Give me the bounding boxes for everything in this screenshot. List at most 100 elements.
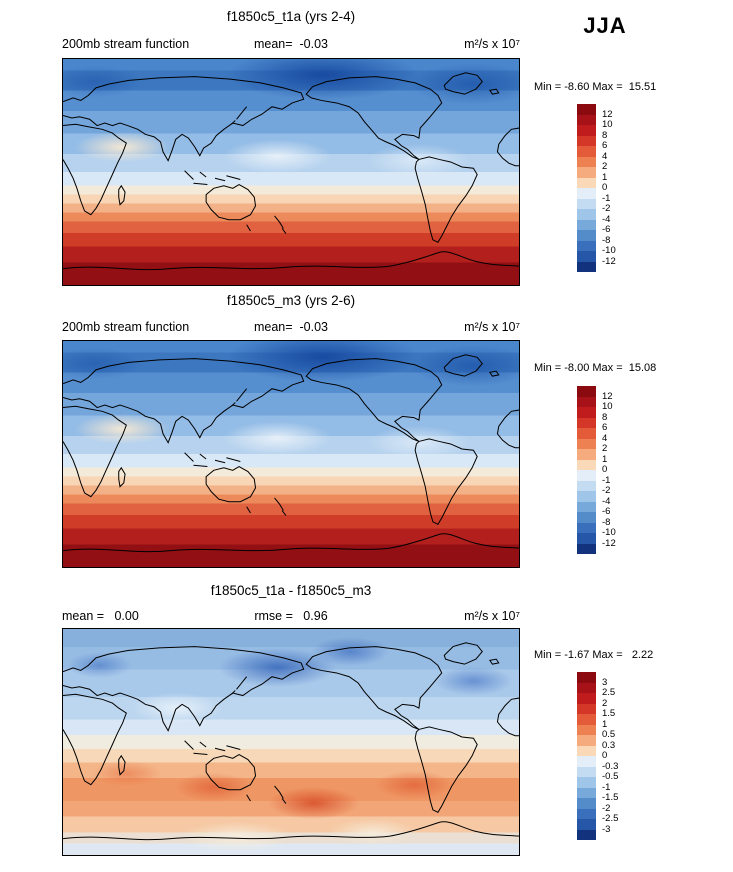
colorbar-segment bbox=[577, 480, 596, 491]
colorbar-tick-label: -0.3 bbox=[602, 760, 619, 772]
colorbar-tick-label: 0 bbox=[602, 182, 608, 193]
colorbar-segment bbox=[577, 714, 596, 725]
colorbar-segment bbox=[577, 219, 596, 230]
stream-function-field-2 bbox=[63, 341, 519, 567]
colorbar-segment bbox=[577, 470, 596, 481]
panel-3-min-max-stats: Min = -1.67 Max = 2.22 bbox=[534, 649, 654, 661]
colorbar-tick-label: 2.5 bbox=[602, 687, 616, 698]
colorbar-segment bbox=[577, 745, 596, 756]
colorbar-panel-1: 12 10 8 6 4 2 1 0 -1 -2 -4 -6 -8 -10 -12 bbox=[577, 104, 616, 272]
colorbar-tick-label: 10 bbox=[602, 119, 613, 130]
difference-field bbox=[63, 629, 519, 855]
colorbar-tick-label: 2 bbox=[602, 697, 608, 709]
colorbar-segment bbox=[577, 209, 596, 220]
colorbar-segment bbox=[577, 491, 596, 502]
coastline-overlay-1 bbox=[63, 59, 519, 285]
colorbar-tick-label: -2 bbox=[602, 802, 611, 814]
panel-2-min-max-stats: Min = -8.00 Max = 15.08 bbox=[534, 362, 657, 374]
colorbar-tick-label: -2 bbox=[602, 203, 611, 214]
colorbar-panel-3: 3 2.5 2 1.5 1 0.5 0.3 0 -0.3 -0.5 -1 -1.5 -2 -2.5 -3 bbox=[577, 672, 618, 840]
colorbar-segment bbox=[577, 438, 596, 449]
colorbar-segment bbox=[577, 230, 596, 241]
colorbar-segment bbox=[577, 682, 596, 693]
colorbar-segment bbox=[577, 417, 596, 428]
colorbar-tick-label: 6 bbox=[602, 422, 608, 433]
colorbar-segment bbox=[577, 146, 596, 157]
panel-2-units-label: m²/s x 10⁷ bbox=[464, 320, 520, 334]
colorbar-segment bbox=[577, 251, 596, 262]
colorbar-tick-label: 12 bbox=[602, 390, 613, 402]
colorbar-segment bbox=[577, 188, 596, 199]
map-panel-2 bbox=[62, 340, 520, 568]
colorbar-segment bbox=[577, 198, 596, 209]
panel-1-title: f1850c5_t1a (yrs 2-4) bbox=[226, 9, 356, 24]
colorbar-tick-label: -8 bbox=[602, 516, 611, 528]
colorbar-segment bbox=[577, 533, 596, 544]
panel-1-variable-label: 200mb stream function bbox=[62, 37, 190, 51]
colorbar-segment bbox=[577, 407, 596, 418]
colorbar-segment bbox=[577, 396, 596, 407]
colorbar-tick-label: 2 bbox=[602, 443, 608, 454]
colorbar-tick-label: -2 bbox=[602, 485, 611, 496]
colorbar-segment bbox=[577, 724, 596, 735]
coastline-overlay-2 bbox=[63, 341, 519, 567]
colorbar-segment bbox=[577, 756, 596, 767]
panel-3-rmse-value: rmse = 0.96 bbox=[254, 609, 328, 623]
colorbar-tick-label: 1 bbox=[602, 718, 608, 730]
colorbar-segment bbox=[577, 693, 596, 704]
colorbar-segment bbox=[577, 766, 596, 777]
colorbar-tick-label: -1.5 bbox=[602, 792, 619, 803]
colorbar-tick-label: -2.5 bbox=[602, 813, 619, 824]
colorbar-segment bbox=[577, 104, 596, 115]
colorbar-panel-2: 12 10 8 6 4 2 1 0 -1 -2 -4 -6 -8 -10 -12 bbox=[577, 386, 616, 554]
colorbar-tick-label: -1 bbox=[602, 781, 611, 793]
colorbar-tick-label: 2 bbox=[602, 161, 608, 172]
panel-3-title: f1850c5_t1a - f1850c5_m3 bbox=[210, 583, 372, 598]
colorbar-segment bbox=[577, 386, 596, 397]
colorbar-segment bbox=[577, 125, 596, 136]
colorbar-tick-label: 4 bbox=[602, 150, 608, 162]
colorbar-tick-label: 10 bbox=[602, 401, 613, 412]
colorbar-tick-label: -12 bbox=[602, 255, 616, 267]
colorbar-tick-label: 1.5 bbox=[602, 708, 616, 719]
colorbar-tick-label: 6 bbox=[602, 140, 608, 151]
panel-3-units-label: m²/s x 10⁷ bbox=[464, 609, 520, 623]
colorbar-segment bbox=[577, 261, 596, 272]
colorbar-segment bbox=[577, 798, 596, 809]
stream-function-field-1 bbox=[63, 59, 519, 285]
colorbar-segment bbox=[577, 808, 596, 819]
colorbar-tick-label: -6 bbox=[602, 224, 611, 235]
colorbar-segment bbox=[577, 167, 596, 178]
coastline-overlay-3 bbox=[63, 629, 519, 855]
colorbar-segment bbox=[577, 735, 596, 746]
colorbar-tick-label: -10 bbox=[602, 527, 616, 538]
colorbar-segment bbox=[577, 787, 596, 798]
colorbar-tick-label: 12 bbox=[602, 108, 613, 120]
map-panel-1 bbox=[62, 58, 520, 286]
colorbar-segment bbox=[577, 240, 596, 251]
colorbar-segment bbox=[577, 703, 596, 714]
colorbar-tick-label: 1 bbox=[602, 453, 608, 465]
colorbar-segment bbox=[577, 156, 596, 167]
colorbar-segment bbox=[577, 459, 596, 470]
colorbar-segment bbox=[577, 543, 596, 554]
colorbar-tick-label: 0.3 bbox=[602, 739, 616, 751]
colorbar-tick-label: -4 bbox=[602, 495, 611, 507]
colorbar-tick-label: -3 bbox=[602, 823, 611, 835]
colorbar-segment bbox=[577, 114, 596, 125]
colorbar-tick-label: 0 bbox=[602, 750, 608, 761]
colorbar-tick-label: 8 bbox=[602, 411, 608, 423]
colorbar-segment bbox=[577, 777, 596, 788]
panel-2-title: f1850c5_m3 (yrs 2-6) bbox=[226, 293, 356, 308]
colorbar-segment bbox=[577, 177, 596, 188]
colorbar-tick-label: 3 bbox=[602, 676, 608, 688]
panel-3-mean-value: mean = 0.00 bbox=[62, 609, 139, 623]
colorbar-tick-label: -6 bbox=[602, 506, 611, 517]
colorbar-tick-label: -10 bbox=[602, 245, 616, 256]
colorbar-tick-label: 0 bbox=[602, 464, 608, 475]
colorbar-tick-label: -12 bbox=[602, 537, 616, 549]
colorbar-tick-label: 8 bbox=[602, 129, 608, 141]
colorbar-segment bbox=[577, 672, 596, 683]
colorbar-segment bbox=[577, 522, 596, 533]
colorbar-tick-label: 1 bbox=[602, 171, 608, 183]
